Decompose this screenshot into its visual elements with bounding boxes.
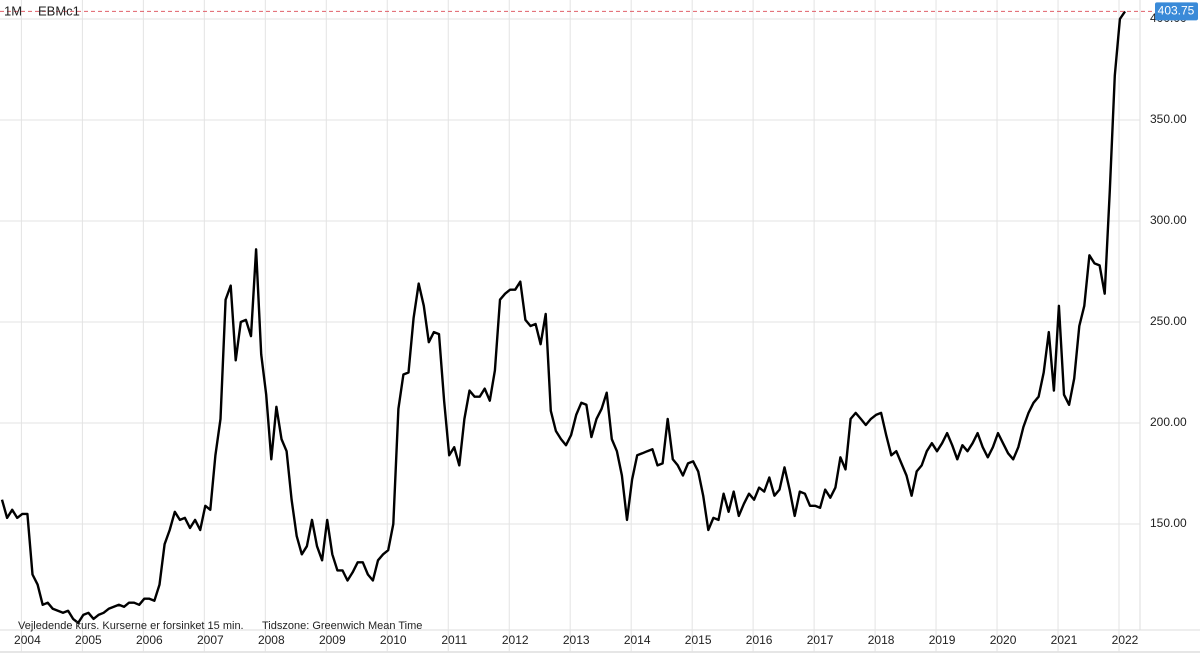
x-tick-label: 2012: [502, 633, 529, 647]
last-price-label: 403.75: [1158, 4, 1195, 18]
y-tick-label: 300.00: [1150, 213, 1187, 227]
y-tick-label: 200.00: [1150, 415, 1187, 429]
last-price-badge: [1155, 2, 1198, 21]
x-tick-label: 2021: [1051, 633, 1078, 647]
x-tick-label: 2011: [441, 633, 467, 647]
symbol: EBMc1: [38, 3, 80, 18]
y-tick-label: 250.00: [1150, 314, 1187, 328]
x-tick-label: 2013: [563, 633, 590, 647]
y-tick-label: 150.00: [1150, 516, 1187, 530]
x-tick-label: 2004: [14, 633, 41, 647]
x-tick-label: 2019: [929, 633, 956, 647]
x-tick-label: 2014: [624, 633, 651, 647]
x-tick-label: 2018: [868, 633, 895, 647]
y-tick-label: 350.00: [1150, 112, 1187, 126]
x-tick-label: 2007: [197, 633, 224, 647]
x-tick-label: 2015: [685, 633, 712, 647]
timezone-note: Tidszone: Greenwich Mean Time: [262, 620, 422, 632]
x-tick-label: 2020: [990, 633, 1017, 647]
x-tick-label: 2008: [258, 633, 285, 647]
price-line: [0, 10, 1126, 625]
x-tick-label: 2006: [136, 633, 163, 647]
x-tick-label: 2005: [75, 633, 102, 647]
footnote: Vejledende kurs. Kurserne er forsinket 1…: [18, 620, 244, 632]
x-tick-label: 2022: [1112, 633, 1139, 647]
x-tick-label: 2010: [380, 633, 407, 647]
x-tick-label: 2016: [746, 633, 773, 647]
x-tick-label: 2009: [319, 633, 346, 647]
x-tick-label: 2017: [807, 633, 834, 647]
interval: 1M: [4, 3, 22, 18]
